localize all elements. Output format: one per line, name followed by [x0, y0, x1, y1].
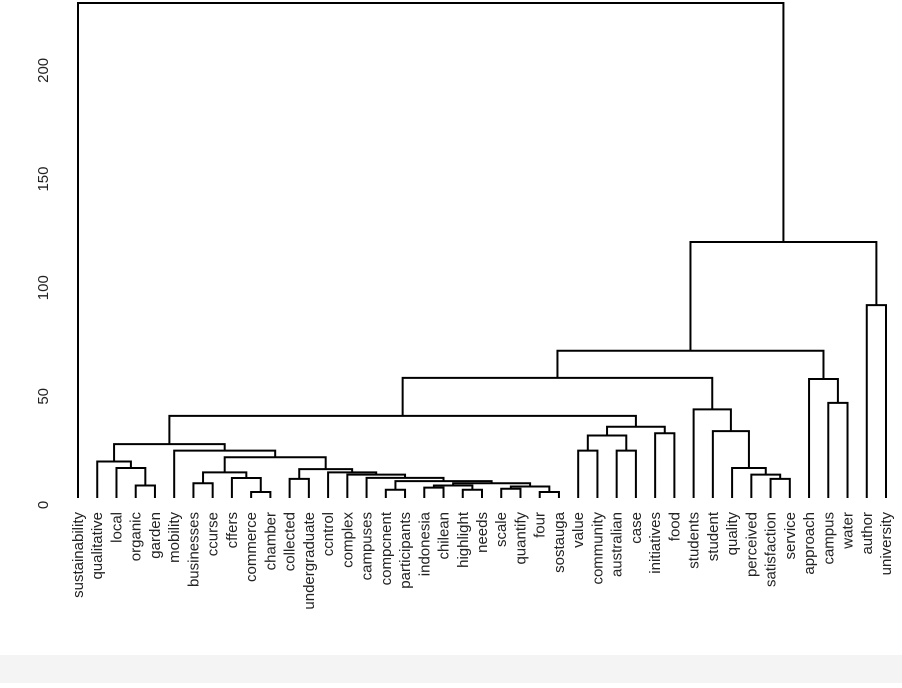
dendrogram-link [586, 434, 628, 451]
leaf-label: perceived [743, 512, 760, 577]
dendrogram-link [615, 449, 637, 498]
dendrogram-link [230, 477, 262, 498]
y-tick-label: 0 [35, 501, 52, 509]
leaf-label: campuses [359, 512, 376, 580]
leaf-label: sustainability [70, 512, 87, 598]
leaf-label: water [840, 512, 857, 550]
dendrogram-link [577, 449, 599, 498]
dendrogram-link [401, 376, 714, 416]
dendrogram-link [538, 490, 560, 498]
leaf-label: four [532, 512, 549, 538]
leaf-label: university [878, 512, 895, 576]
leaf-label: campus [820, 512, 837, 565]
leaf-label: qualitative [89, 512, 106, 580]
leaf-label: students [686, 512, 703, 569]
dendrogram-link [96, 460, 132, 498]
leaf-label: value [570, 512, 587, 548]
dendrogram-link [168, 414, 637, 445]
dendrogram-link [432, 484, 474, 490]
leaf-label: quality [724, 512, 741, 556]
dendrogram-link [827, 401, 849, 498]
leaf-label: chilean [436, 512, 453, 560]
footer-band [0, 655, 902, 683]
leaf-label: cffers [224, 512, 241, 548]
dendrogram-link [115, 467, 147, 498]
leaf-label: case [628, 512, 645, 544]
leaf-label: complex [339, 512, 356, 568]
leaf-label: garden [147, 512, 164, 559]
dendrogram-link [500, 487, 522, 498]
y-tick-label: 50 [35, 388, 52, 405]
leaf-label: commerce [243, 512, 260, 582]
leaf-label: satisfaction [763, 512, 780, 587]
leaf-label: sostauga [551, 511, 568, 573]
dendrogram-link [384, 488, 407, 498]
leaf-label: mobility [166, 512, 183, 563]
dendrogram-link [808, 377, 839, 498]
dendrogram-link [750, 473, 782, 498]
leaf-label: indonesia [416, 511, 433, 576]
leaf-label: author [859, 512, 876, 555]
leaf-label: organic [128, 512, 145, 562]
dendrogram-link [77, 2, 785, 498]
dendrogram-link [556, 349, 825, 379]
dendrogram-link [327, 471, 378, 498]
leaf-label: food [666, 512, 683, 541]
leaf-label: participants [397, 512, 414, 589]
leaf-label: needs [474, 512, 491, 553]
dendrogram-link [202, 471, 248, 484]
dendrogram-link [423, 486, 445, 498]
leaf-label: collected [282, 512, 299, 571]
leaf-label: highlight [455, 511, 472, 568]
leaf-label: businesses [185, 512, 202, 587]
dendrogram-link [731, 467, 767, 498]
dendrogram-link [298, 468, 354, 479]
dendrogram-link [288, 477, 310, 498]
leaf-label: initiatives [647, 512, 664, 574]
y-tick-label: 150 [35, 167, 52, 192]
dendrogram-link [692, 408, 732, 498]
dendrogram-link [134, 484, 156, 498]
leaf-label: australian [609, 512, 626, 577]
leaf-label: community [589, 512, 606, 585]
leaf-label: student [705, 511, 722, 561]
leaf-label: ccurse [205, 512, 222, 556]
dendrogram-link [689, 241, 878, 351]
dendrogram-link [711, 430, 750, 498]
dendrogram-link [192, 482, 214, 498]
dendrogram-link [250, 490, 272, 498]
leaf-label: approach [801, 512, 818, 575]
dendrogram-link [346, 473, 407, 498]
leaf-label: compcnent [378, 511, 395, 585]
dendrogram-link [461, 488, 483, 498]
leaf-label: undergraduate [301, 512, 318, 610]
y-tick-label: 100 [35, 275, 52, 300]
leaf-label: service [782, 512, 799, 560]
leaf-label: ccntrol [320, 512, 337, 556]
dendrogram-link [769, 477, 791, 498]
leaf-label: quantify [512, 512, 529, 565]
leaf-label: scale [493, 512, 510, 547]
dendrogram-link [654, 432, 676, 498]
dendrogram-link [113, 443, 226, 462]
y-tick-label: 200 [35, 58, 52, 83]
leaf-label: chamber [262, 512, 279, 570]
dendrogram-link [865, 304, 887, 498]
dendrogram-link [365, 476, 445, 498]
leaf-label: local [108, 512, 125, 543]
